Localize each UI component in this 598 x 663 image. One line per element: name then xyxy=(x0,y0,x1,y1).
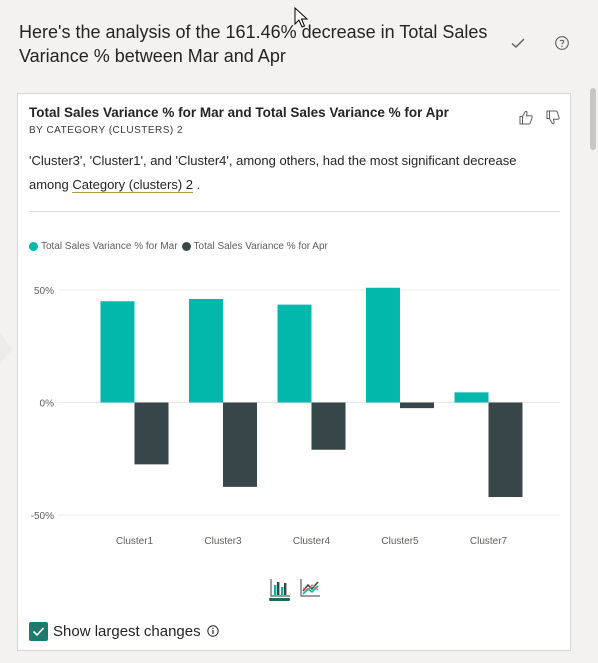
description-suffix: . xyxy=(193,177,201,192)
bar-mar-cluster1[interactable] xyxy=(100,301,135,403)
checkmark-icon xyxy=(32,626,45,636)
bar-mar-cluster3[interactable] xyxy=(189,299,223,403)
legend-dot-mar xyxy=(29,241,38,251)
bar-mar-cluster4[interactable] xyxy=(277,304,312,403)
bar-mar-cluster7[interactable] xyxy=(454,392,489,403)
bar-apr-cluster4[interactable] xyxy=(311,402,346,450)
scrollbar-track[interactable] xyxy=(588,84,598,663)
variance-bar-chart: 50% 0% -50% Cluster1 Cluster3 Cluster4 Cluster… xyxy=(31,286,560,547)
active-toggle-indicator xyxy=(269,598,290,601)
scrollbar-thumb[interactable] xyxy=(590,88,596,150)
bar-apr-cluster1[interactable] xyxy=(134,402,169,465)
help-icon[interactable] xyxy=(554,35,570,51)
x-tick-label: Cluster3 xyxy=(204,536,242,547)
card-description: 'Cluster3', 'Cluster1', and 'Cluster4', … xyxy=(29,149,539,197)
analysis-header: Here's the analysis of the 161.46% decre… xyxy=(0,0,598,84)
bar-chart-icon[interactable] xyxy=(269,574,293,602)
x-tick-label: Cluster4 xyxy=(293,536,331,547)
info-icon[interactable] xyxy=(206,625,219,637)
analysis-title: Here's the analysis of the 161.46% decre… xyxy=(19,22,488,66)
category-link[interactable]: Category (clusters) 2 xyxy=(72,177,194,193)
bar-mar-cluster5[interactable] xyxy=(366,287,400,403)
y-tick-label: 50% xyxy=(34,286,54,297)
thumbs-down-icon[interactable] xyxy=(546,110,560,125)
show-largest-changes-label: Show largest changes xyxy=(53,622,201,640)
x-tick-label: Cluster1 xyxy=(116,536,154,547)
chart-legend: Total Sales Variance % for Mar Total Sal… xyxy=(29,239,332,253)
x-tick-label: Cluster5 xyxy=(381,536,419,547)
mouse-cursor-icon xyxy=(294,7,308,28)
legend-item-mar[interactable]: Total Sales Variance % for Mar xyxy=(29,241,178,252)
bar-apr-cluster3[interactable] xyxy=(223,402,257,487)
card-subtitle: BY CATEGORY (CLUSTERS) 2 xyxy=(29,125,184,136)
description-text: 'Cluster3', 'Cluster1', and 'Cluster4', … xyxy=(29,153,517,192)
bar-apr-cluster5[interactable] xyxy=(400,402,434,409)
show-largest-changes-toggle[interactable]: Show largest changes xyxy=(29,621,219,641)
insight-card: Total Sales Variance % for Mar and Total… xyxy=(17,93,571,651)
legend-dot-apr xyxy=(181,241,191,251)
legend-label-apr: Total Sales Variance % for Apr xyxy=(193,240,328,252)
x-tick-label: Cluster7 xyxy=(470,536,508,547)
show-largest-changes-checkbox[interactable] xyxy=(29,621,48,641)
thumbs-up-icon[interactable] xyxy=(519,110,533,125)
y-tick-label: -50% xyxy=(31,511,54,522)
card-divider xyxy=(29,211,560,212)
bar-apr-cluster7[interactable] xyxy=(488,402,523,498)
legend-label-mar: Total Sales Variance % for Mar xyxy=(41,240,178,252)
legend-item-apr[interactable]: Total Sales Variance % for Apr xyxy=(181,240,328,252)
check-icon[interactable] xyxy=(510,35,526,51)
side-panel-arrow xyxy=(0,333,12,365)
card-title: Total Sales Variance % for Mar and Total… xyxy=(29,105,449,120)
line-chart-icon[interactable] xyxy=(299,574,323,602)
y-tick-label: 0% xyxy=(40,399,55,410)
